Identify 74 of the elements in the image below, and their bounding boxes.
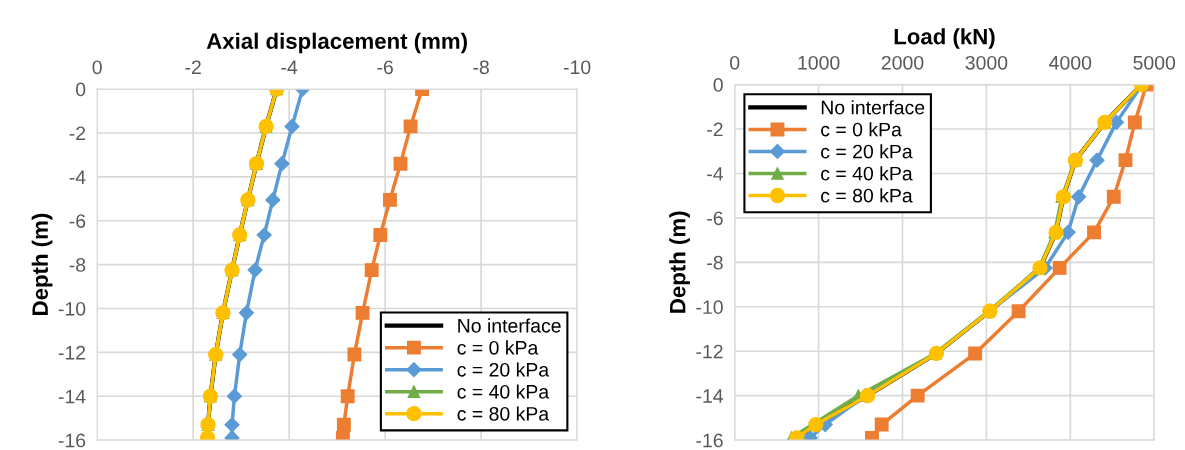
y-tick-label: -8 bbox=[707, 255, 723, 270]
y-tick-label: -4 bbox=[69, 170, 86, 184]
y-axis-title: Depth (m) bbox=[669, 211, 690, 313]
x-tick-label: 5000 bbox=[1133, 55, 1176, 70]
point bbox=[373, 228, 388, 242]
point bbox=[340, 389, 355, 404]
point bbox=[284, 118, 300, 134]
point bbox=[256, 227, 272, 243]
y-tick-label: -12 bbox=[696, 344, 723, 359]
legend-label: c = 0 kPa bbox=[821, 122, 902, 137]
point bbox=[1071, 189, 1087, 205]
y-tick-label: -6 bbox=[69, 214, 86, 228]
point bbox=[874, 417, 889, 432]
y-axis-title: Depth (m) bbox=[31, 213, 53, 315]
y-tick-label: -16 bbox=[58, 433, 86, 448]
point bbox=[808, 416, 824, 433]
legend-label: c = 40 kPa bbox=[821, 166, 913, 181]
point bbox=[1052, 260, 1067, 275]
x-tick-label: -4 bbox=[281, 60, 298, 74]
point bbox=[364, 263, 379, 278]
point bbox=[1118, 153, 1133, 168]
point bbox=[1011, 304, 1026, 319]
point bbox=[238, 305, 254, 321]
point bbox=[968, 346, 983, 361]
point bbox=[1106, 189, 1121, 204]
legend-label: c = 0 kPa bbox=[457, 340, 539, 355]
y-tick-label: -6 bbox=[707, 211, 723, 226]
legend-label: c = 20 kPa bbox=[821, 144, 913, 159]
y-tick-label: -10 bbox=[696, 300, 723, 315]
legend-label: c = 80 kPa bbox=[457, 406, 550, 421]
x-tick-label: 4000 bbox=[1049, 55, 1092, 70]
point bbox=[382, 192, 397, 207]
y-tick-label: -12 bbox=[58, 345, 86, 360]
point bbox=[336, 417, 351, 432]
y-tick-label: -4 bbox=[707, 167, 724, 181]
y-tick-label: -10 bbox=[58, 301, 86, 316]
point bbox=[232, 346, 248, 363]
point bbox=[403, 119, 418, 134]
point bbox=[274, 156, 290, 172]
point bbox=[247, 262, 263, 278]
y-tick-label: -16 bbox=[696, 433, 723, 448]
point bbox=[1089, 152, 1105, 168]
legend-label: c = 40 kPa bbox=[457, 384, 550, 399]
x-axis-title: Load (kN) bbox=[894, 28, 995, 49]
point bbox=[265, 192, 281, 208]
x-tick-label: -2 bbox=[185, 60, 201, 74]
point bbox=[1087, 225, 1101, 240]
point bbox=[393, 156, 408, 171]
y-tick-label: -14 bbox=[58, 389, 86, 404]
point bbox=[1127, 115, 1142, 130]
x-tick-label: -8 bbox=[473, 60, 489, 75]
y-tick-label: 0 bbox=[76, 82, 86, 97]
legend-label: No interface bbox=[458, 318, 561, 333]
point bbox=[355, 305, 370, 320]
y-tick-label: -14 bbox=[696, 389, 724, 403]
x-tick-label: 2000 bbox=[881, 55, 924, 70]
point bbox=[347, 347, 362, 362]
point bbox=[224, 417, 240, 433]
x-tick-label: 0 bbox=[92, 60, 102, 75]
x-axis-title: Axial displacement (mm) bbox=[206, 32, 467, 54]
legend-label: c = 80 kPa bbox=[821, 188, 913, 203]
point bbox=[226, 388, 242, 404]
point bbox=[910, 388, 925, 403]
x-tick-label: -6 bbox=[377, 60, 393, 75]
y-tick-label: -2 bbox=[69, 126, 86, 141]
x-tick-label: 1000 bbox=[798, 55, 840, 70]
legend-label: No interface bbox=[821, 100, 925, 115]
y-tick-label: -2 bbox=[707, 122, 723, 137]
y-tick-label: 0 bbox=[713, 78, 723, 92]
y-tick-label: -8 bbox=[69, 258, 86, 272]
x-tick-label: 3000 bbox=[965, 55, 1008, 70]
x-tick-label: 0 bbox=[730, 55, 740, 70]
x-tick-label: -10 bbox=[563, 60, 591, 75]
legend-label: c = 20 kPa bbox=[457, 362, 550, 377]
